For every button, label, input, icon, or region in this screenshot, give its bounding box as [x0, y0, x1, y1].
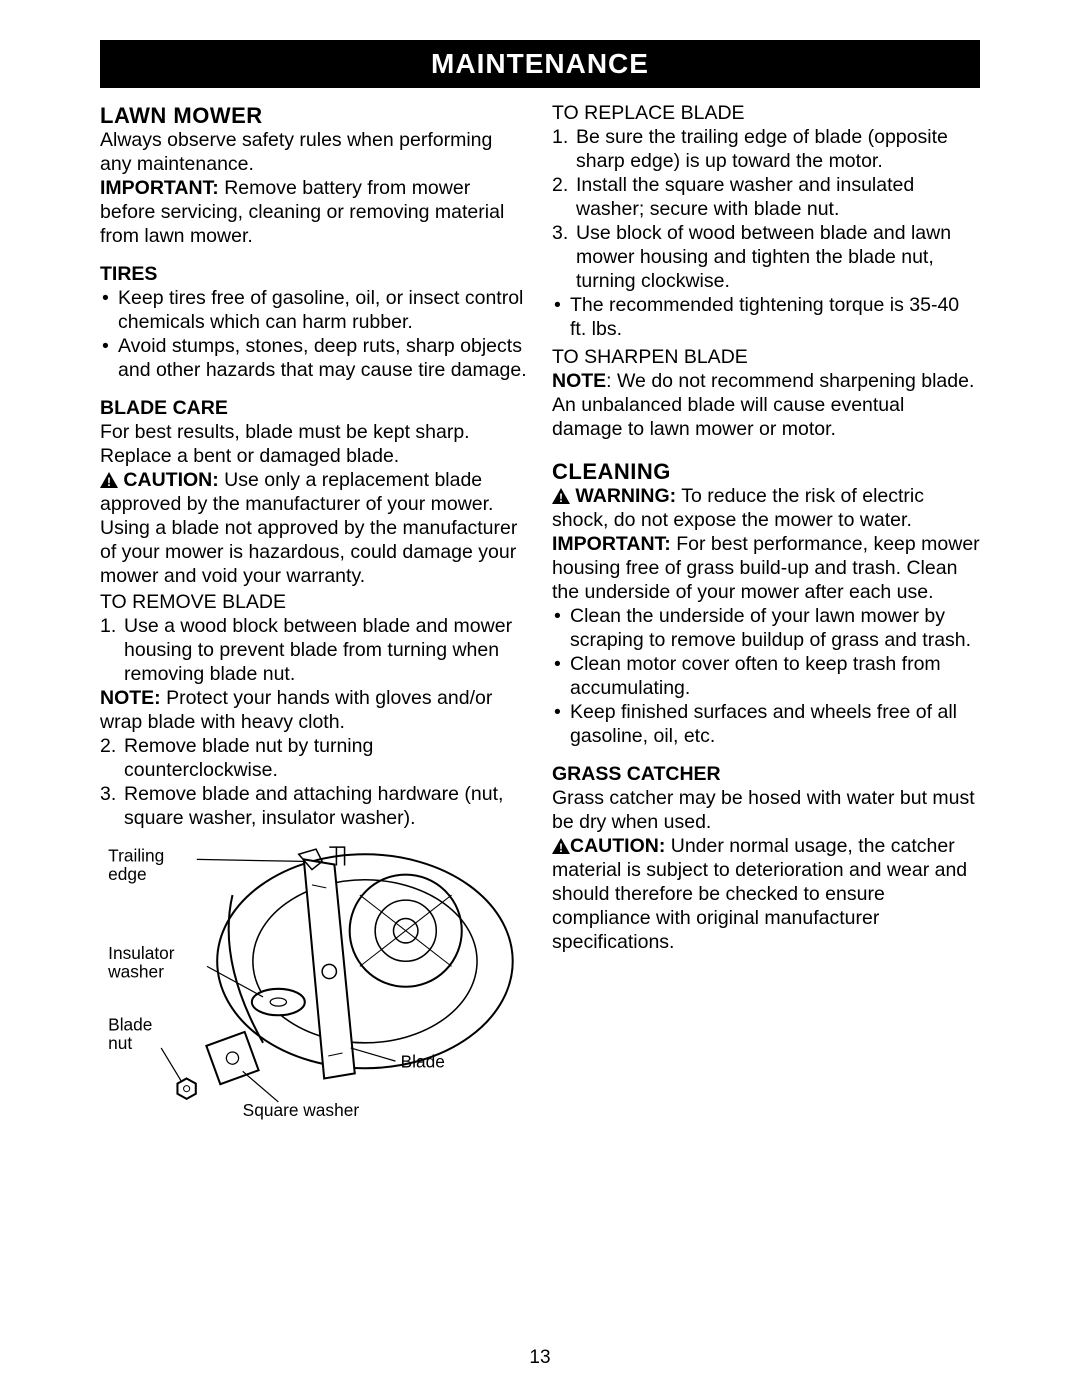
svg-text:!: ! [559, 841, 563, 854]
note-text: : We do not recommend sharpening blade. … [552, 370, 974, 440]
note-label: NOTE [552, 370, 606, 392]
note-block: NOTE: Protect your hands with gloves and… [100, 687, 528, 735]
list-item: The recommended tightening torque is 35-… [552, 294, 980, 342]
torque-note: The recommended tightening torque is 35-… [552, 294, 980, 342]
tires-heading: TIRES [100, 263, 528, 287]
label-blade: Blade [401, 1051, 445, 1071]
warning-icon: ! [552, 838, 570, 854]
caution-block: ! CAUTION: Use only a replacement blade … [100, 469, 528, 589]
note-label: NOTE: [100, 687, 161, 709]
list-item: Clean motor cover often to keep trash fr… [552, 653, 980, 701]
right-column: TO REPLACE BLADE Be sure the trailing ed… [552, 100, 980, 1131]
remove-list: Use a wood block between blade and mower… [100, 615, 528, 687]
tires-list: Keep tires free of gasoline, oil, or ins… [100, 287, 528, 383]
label-insulator: Insulator [108, 943, 175, 963]
cleaning-heading: CLEANING [552, 458, 980, 485]
blade-shape [304, 859, 355, 1078]
label-blade-nut-1: Blade [108, 1014, 152, 1034]
label-trailing: Trailing [108, 845, 164, 865]
warning-label: WARNING: [570, 485, 676, 507]
intro-text: Always observe safety rules when perform… [100, 129, 528, 177]
left-column: LAWN MOWER Always observe safety rules w… [100, 100, 528, 1131]
caution-label: CAUTION: [118, 469, 219, 491]
label-square-washer: Square washer [243, 1100, 360, 1120]
list-item: Install the square washer and insulated … [552, 174, 980, 222]
list-item: Remove blade nut by turning counterclock… [100, 735, 528, 783]
remove-list-cont: Remove blade nut by turning counterclock… [100, 735, 528, 831]
blade-intro: For best results, blade must be kept sha… [100, 421, 528, 469]
warning-block: ! WARNING: To reduce the risk of electri… [552, 485, 980, 533]
label-blade-nut-2: nut [108, 1033, 132, 1053]
grass-catcher-heading: GRASS CATCHER [552, 763, 980, 787]
list-item: Avoid stumps, stones, deep ruts, sharp o… [100, 335, 528, 383]
replace-list: Be sure the trailing edge of blade (oppo… [552, 126, 980, 294]
caution-block-2: !CAUTION: Under normal usage, the catche… [552, 835, 980, 955]
sharpen-heading: TO SHARPEN BLADE [552, 346, 980, 370]
blade-diagram: Trailing edge Insulator washer Blade nut… [100, 839, 528, 1124]
list-item: Keep finished surfaces and wheels free o… [552, 701, 980, 749]
caution-label: CAUTION: [570, 835, 665, 857]
section-title: MAINTENANCE [100, 40, 980, 88]
important-note: IMPORTANT: Remove battery from mower bef… [100, 177, 528, 249]
remove-blade-heading: TO REMOVE BLADE [100, 591, 528, 615]
list-item: Use a wood block between blade and mower… [100, 615, 528, 687]
replace-blade-heading: TO REPLACE BLADE [552, 102, 980, 126]
svg-text:!: ! [107, 475, 111, 488]
list-item: Clean the underside of your lawn mower b… [552, 605, 980, 653]
list-item: Use block of wood between blade and lawn… [552, 222, 980, 294]
svg-text:!: ! [559, 491, 563, 504]
cleaning-list: Clean the underside of your lawn mower b… [552, 605, 980, 749]
label-edge: edge [108, 863, 147, 883]
important-label: IMPORTANT: [552, 533, 671, 555]
blade-care-heading: BLADE CARE [100, 397, 528, 421]
warning-icon: ! [100, 472, 118, 488]
important-block: IMPORTANT: For best performance, keep mo… [552, 533, 980, 605]
list-item: Be sure the trailing edge of blade (oppo… [552, 126, 980, 174]
label-washer: washer [107, 961, 164, 981]
sharpen-note: NOTE: We do not recommend sharpening bla… [552, 370, 980, 442]
important-label: IMPORTANT: [100, 177, 219, 199]
grass-intro: Grass catcher may be hosed with water bu… [552, 787, 980, 835]
list-item: Keep tires free of gasoline, oil, or ins… [100, 287, 528, 335]
list-item: Remove blade and attaching hardware (nut… [100, 783, 528, 831]
lawn-mower-heading: LAWN MOWER [100, 102, 528, 129]
content-columns: LAWN MOWER Always observe safety rules w… [100, 100, 980, 1131]
page-number: 13 [0, 1347, 1080, 1369]
warning-icon: ! [552, 488, 570, 504]
